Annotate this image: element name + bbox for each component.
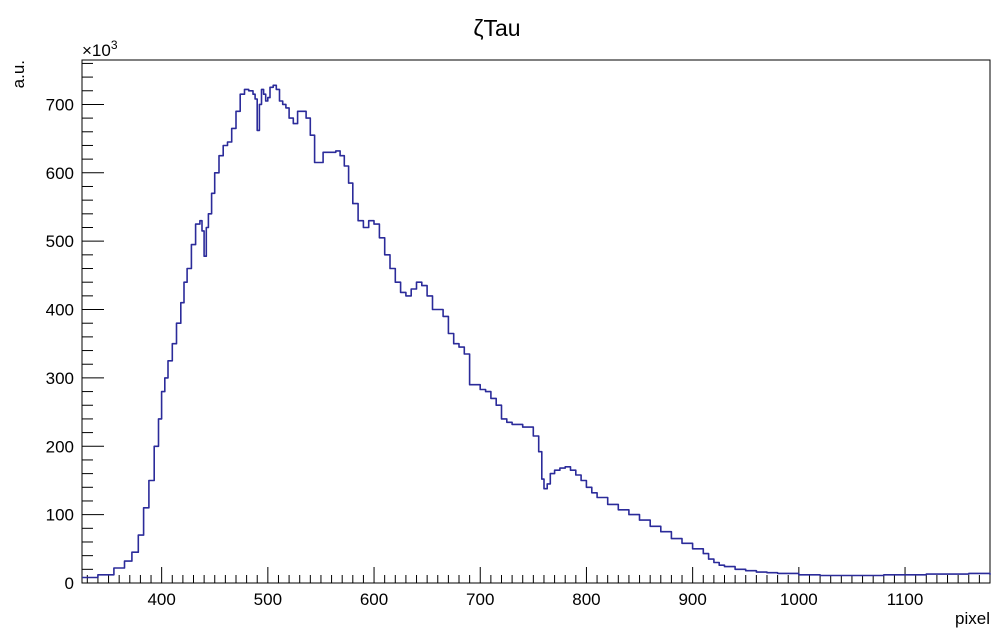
y-tick-label: 700 <box>46 95 74 114</box>
x-tick-label: 500 <box>254 590 282 609</box>
y-tick-label: 500 <box>46 232 74 251</box>
y-multiplier-exponent: 3 <box>111 38 118 52</box>
y-tick-label: 300 <box>46 369 74 388</box>
y-tick-label: 600 <box>46 164 74 183</box>
x-axis-label: pixel <box>955 609 990 628</box>
chart-title: ζTau <box>473 15 520 41</box>
x-axis-ticks: 400 500 600 700 800 900 1000 1100 <box>86 567 991 609</box>
x-tick-label: 600 <box>360 590 388 609</box>
y-multiplier: ×103 <box>82 38 118 60</box>
x-tick-label: 400 <box>147 590 175 609</box>
x-tick-label: 900 <box>678 590 706 609</box>
x-tick-label: 800 <box>572 590 600 609</box>
y-tick-label: 200 <box>46 437 74 456</box>
y-tick-label: 400 <box>46 301 74 320</box>
series-line <box>82 84 991 579</box>
x-tick-label: 1000 <box>780 590 818 609</box>
y-axis-label: a.u. <box>9 60 28 88</box>
x-tick-label: 700 <box>466 590 494 609</box>
y-axis-ticks: 0 100 200 300 400 500 600 700 <box>46 62 104 593</box>
y-multiplier-base: ×10 <box>82 41 111 60</box>
plot-frame <box>81 59 991 584</box>
x-tick-label: 1100 <box>887 590 924 609</box>
y-tick-label: 100 <box>46 506 74 525</box>
y-tick-label: 0 <box>65 574 74 593</box>
